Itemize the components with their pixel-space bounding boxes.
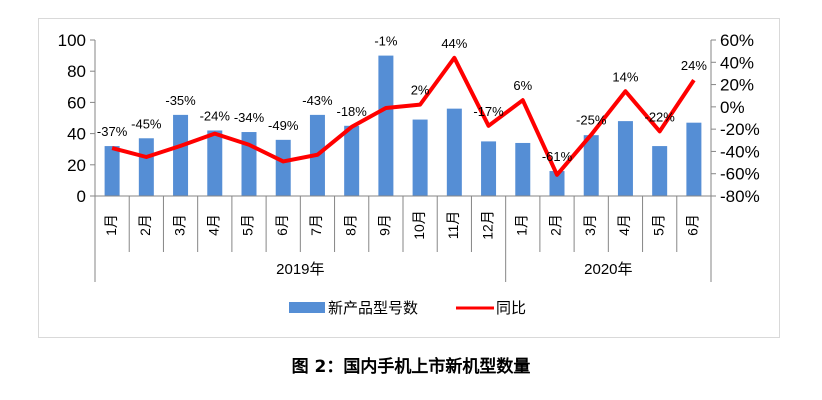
bar [652,146,668,196]
bar [481,141,497,196]
yoy-line [111,55,696,177]
data-label: -37% [97,124,128,139]
legend-line-label: 同比 [496,300,526,317]
category-label: 3月 [171,214,187,236]
left-tick-label: 40 [67,125,86,144]
data-label: 14% [612,69,638,84]
data-label: -22% [644,109,675,124]
category-label: 5月 [650,214,666,236]
data-label: -35% [165,93,196,108]
category-label: 7月 [308,214,324,236]
data-label: 6% [513,78,532,93]
right-tick-label: 60% [720,31,754,50]
group-label: 2019年 [276,261,324,278]
chart-frame [38,18,780,338]
bar [138,138,154,196]
data-label: -18% [336,104,367,119]
right-tick-label: -80% [720,187,760,206]
category-label: 1月 [103,214,119,236]
data-label: -43% [302,93,333,108]
bar [515,142,531,196]
bar [549,171,565,196]
category-label: 12月 [479,210,495,240]
category-label: 10月 [411,210,427,240]
category-label: 6月 [274,214,290,236]
bar [583,135,599,196]
data-label: -45% [131,116,162,131]
group-label: 2020年 [584,261,632,278]
data-label: 24% [681,58,707,73]
bar [686,122,702,196]
category-label: 11月 [445,211,461,240]
category-label: 2月 [137,214,153,236]
bar [446,108,462,196]
category-label: 1月 [513,214,529,236]
category-label: 3月 [582,214,598,236]
category-label: 4月 [616,214,632,236]
legend-bar-swatch [289,302,325,313]
category-label: 2月 [548,214,564,236]
data-label: -49% [268,118,299,133]
right-tick-label: 0% [720,98,745,117]
category-label: 5月 [240,214,256,236]
left-tick-label: 80 [67,62,86,81]
bar [344,125,360,196]
left-tick-label: 60 [67,93,86,112]
bar [104,146,120,196]
right-tick-label: -60% [720,165,760,184]
data-label: -25% [576,113,607,128]
data-label: -34% [234,110,265,125]
bar [173,114,189,196]
right-tick-label: 40% [720,53,754,72]
left-tick-label: 0 [77,187,86,206]
bar [617,121,633,196]
left-tick-label: 20 [67,156,86,175]
category-label: 6月 [685,214,701,236]
data-label: 44% [441,36,467,51]
data-label: -1% [374,34,398,49]
data-label: -24% [200,108,231,123]
data-label: -61% [542,149,573,164]
left-tick-label: 100 [58,31,86,50]
right-tick-label: -40% [720,142,760,161]
category-label: 8月 [342,214,358,236]
legend-bar-label: 新产品型号数 [328,300,418,317]
category-label: 4月 [205,214,221,236]
right-tick-label: -20% [720,120,760,139]
bar [378,55,394,196]
bar [207,130,223,196]
data-label: -17% [473,104,504,119]
right-tick-label: 20% [720,76,754,95]
category-label: 9月 [377,214,393,236]
bar [275,139,291,196]
data-label: 2% [411,83,430,98]
chart-caption: 图 2：国内手机上市新机型数量 [291,357,531,377]
bar [412,119,428,196]
